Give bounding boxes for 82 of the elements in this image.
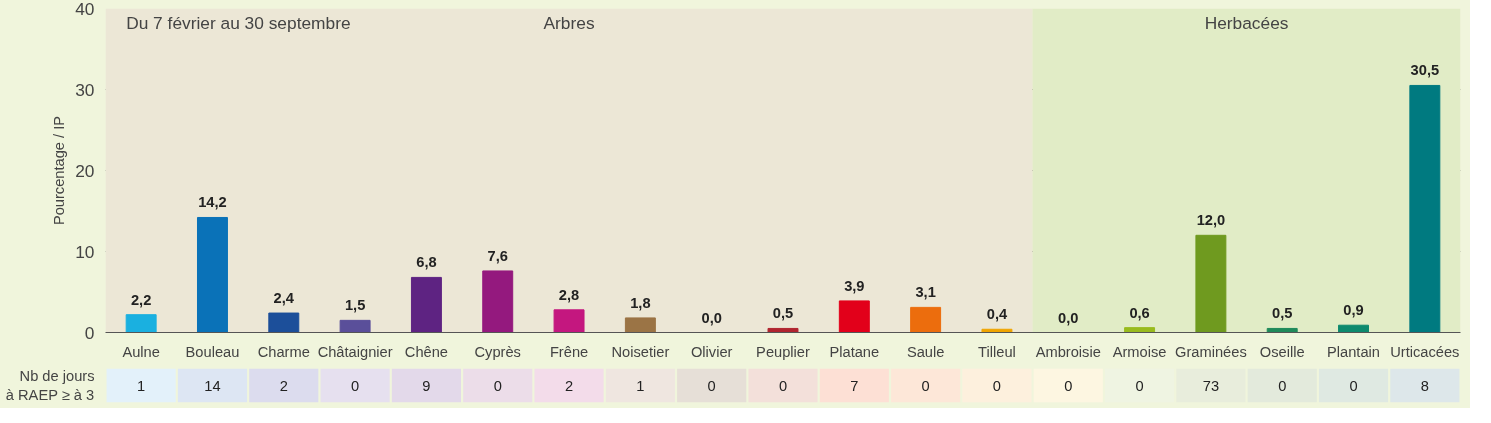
data-label: 0,5 [772, 305, 794, 322]
x-tick-label: Graminées [1175, 343, 1247, 360]
bar [910, 306, 942, 333]
x-tick-label: Noisetier [611, 343, 670, 360]
data-label: 14,2 [198, 194, 227, 211]
data-label: 1 [636, 377, 645, 394]
x-tick-label: Charme [257, 343, 310, 360]
bar [553, 309, 585, 333]
data-label: 8 [1420, 377, 1429, 394]
data-label: 0,0 [1058, 309, 1079, 326]
data-label: 0,0 [701, 309, 722, 326]
annotation: Du 7 février au 30 septembre [126, 12, 351, 33]
bar [1195, 234, 1227, 333]
x-tick-label: Chêne [404, 343, 449, 360]
data-label: 1,8 [630, 294, 651, 311]
x-tick-label: Urticacées [1390, 343, 1460, 360]
data-label: 2 [279, 377, 288, 394]
bar [268, 312, 300, 333]
x-tick-label: Oseille [1259, 343, 1305, 360]
x-tick-label: Olivier [690, 343, 733, 360]
data-label: 14 [204, 377, 221, 394]
data-label: 2,8 [558, 286, 580, 303]
data-label: 0 [921, 377, 930, 394]
bar [838, 300, 870, 333]
x-tick-label: Aulne [122, 343, 160, 360]
y-tick-label: Nb de jours à RAEP ≥ à 3 [5, 367, 95, 404]
bar [197, 216, 228, 333]
data-label: 3,9 [844, 277, 865, 294]
data-label: 3,1 [915, 284, 936, 301]
data-label: 0 [1349, 377, 1358, 394]
bar [624, 317, 656, 333]
x-tick-label: Cyprès [474, 343, 521, 360]
data-label: 0,9 [1343, 302, 1364, 319]
x-tick-label: Saule [906, 343, 945, 360]
x-tick-label: Châtaignier [317, 343, 393, 360]
data-label: 0 [707, 377, 716, 394]
bar [125, 314, 157, 333]
data-label: 0,6 [1129, 304, 1150, 321]
bar [410, 276, 442, 333]
data-label: 0 [1064, 377, 1073, 394]
data-label: 1,5 [344, 297, 366, 314]
y-tick-label: 10 [75, 241, 95, 262]
data-label: 0 [351, 377, 360, 394]
bar [767, 327, 799, 333]
bar [1338, 324, 1369, 333]
y-tick-label: 40 [75, 0, 95, 19]
data-label: 0,5 [1272, 305, 1293, 322]
data-label: 7 [850, 377, 859, 394]
band-label: Herbacées [1204, 12, 1289, 33]
data-label: 0 [992, 377, 1002, 394]
y-axis-title: Pourcentage / IP [51, 115, 68, 226]
data-label: 2 [564, 377, 574, 394]
y-tick-label: 30 [75, 79, 95, 100]
x-tick-label: Frêne [549, 343, 589, 360]
y-tick-label: 0 [84, 322, 95, 343]
band-label: Arbres [543, 12, 595, 33]
x-tick-label: Armoise [1112, 343, 1167, 360]
x-tick-label: Platane [829, 343, 880, 360]
bar [482, 270, 514, 333]
data-label: 30,5 [1410, 62, 1440, 79]
data-label: 7,6 [487, 247, 508, 264]
data-label: 2,2 [130, 291, 152, 308]
data-label: 0 [1278, 377, 1287, 394]
data-label: 0 [493, 377, 502, 394]
data-label: 73 [1202, 377, 1220, 394]
data-label: 0 [1135, 377, 1144, 394]
bar [1409, 84, 1441, 333]
data-label: 1 [137, 377, 146, 394]
x-tick-label: Tilleul [978, 343, 1016, 360]
y-tick-label: 20 [75, 160, 95, 181]
x-tick-label: Peuplier [756, 343, 811, 360]
x-tick-label: Ambroisie [1035, 343, 1101, 360]
data-label: 12,0 [1196, 212, 1226, 229]
data-label: 0,4 [986, 306, 1008, 323]
data-label: 9 [422, 377, 431, 394]
data-label: 2,4 [273, 290, 295, 307]
x-tick-label: Bouleau [185, 343, 240, 360]
x-tick-label: Plantain [1327, 343, 1381, 360]
data-label: 0 [778, 377, 788, 394]
data-label: 6,8 [416, 254, 437, 271]
bar [339, 319, 371, 333]
bar [1124, 327, 1156, 333]
